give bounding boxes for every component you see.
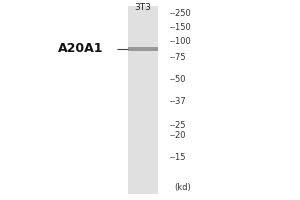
Text: --250: --250 xyxy=(169,8,191,18)
Text: --50: --50 xyxy=(169,74,186,84)
Text: --100: --100 xyxy=(169,36,191,46)
Text: A20A1: A20A1 xyxy=(58,43,104,55)
Text: --20: --20 xyxy=(169,130,186,140)
Text: --150: --150 xyxy=(169,22,191,31)
Text: --75: --75 xyxy=(169,52,186,62)
Text: --37: --37 xyxy=(169,97,186,106)
Text: --15: --15 xyxy=(169,152,186,162)
Text: (kd): (kd) xyxy=(174,183,191,192)
Bar xyxy=(128,6,158,194)
Text: --25: --25 xyxy=(169,120,186,130)
Bar xyxy=(128,47,158,51)
Text: 3T3: 3T3 xyxy=(134,3,151,12)
